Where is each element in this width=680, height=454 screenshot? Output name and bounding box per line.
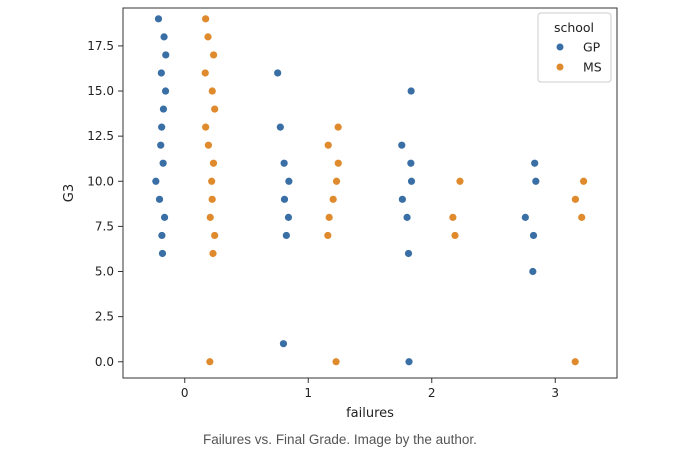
point-ms <box>208 195 216 203</box>
point-ms <box>451 231 459 240</box>
point-gp <box>155 195 164 203</box>
legend-label-gp: GP <box>583 40 601 55</box>
point-ms <box>211 105 219 113</box>
x-tick-label: 0 <box>181 386 189 400</box>
point-ms <box>334 123 342 131</box>
point-ms <box>204 33 212 41</box>
legend: school GP MS <box>537 12 612 83</box>
point-ms <box>571 358 579 366</box>
point-ms <box>206 213 214 221</box>
legend-marker-ms <box>556 63 564 71</box>
point-ms <box>210 51 218 59</box>
point-ms <box>332 177 341 185</box>
y-tick-label: 10.0 <box>87 174 114 188</box>
point-ms <box>578 213 586 221</box>
point-ms <box>209 159 218 167</box>
y-tick-label: 15.0 <box>87 84 114 98</box>
point-gp <box>407 159 415 167</box>
point-ms <box>209 249 217 258</box>
point-ms <box>325 213 333 221</box>
point-ms <box>334 159 342 167</box>
point-gp <box>159 159 167 167</box>
point-gp <box>403 213 411 221</box>
point-ms <box>324 141 332 149</box>
x-tick-label: 3 <box>551 386 559 400</box>
point-ms <box>456 177 464 185</box>
point-ms <box>201 69 209 77</box>
point-gp <box>407 87 415 95</box>
point-gp <box>154 15 163 23</box>
y-tick-label: 0.0 <box>95 355 114 369</box>
point-gp <box>276 123 284 131</box>
point-gp <box>407 177 416 185</box>
plot-frame <box>122 7 618 379</box>
legend-label-ms: MS <box>583 60 602 75</box>
y-tick-label: 12.5 <box>87 129 114 143</box>
x-tick-label: 1 <box>304 386 312 400</box>
point-ms <box>324 231 332 240</box>
point-gp <box>529 231 538 240</box>
legend-box <box>537 12 612 83</box>
strip-chart: 0 1 2 3 0.0 2.5 5.0 7.5 10.0 12.5 15.0 17.5 failur… <box>62 7 618 420</box>
point-gp <box>531 159 539 167</box>
point-ms <box>211 231 219 240</box>
y-tick-label: 7.5 <box>95 219 114 233</box>
point-ms <box>329 195 337 203</box>
point-gp <box>282 231 290 240</box>
point-ms <box>208 177 216 185</box>
point-gp <box>152 177 160 185</box>
point-gp <box>398 141 406 149</box>
data-points <box>152 15 588 366</box>
point-gp <box>285 177 293 185</box>
point-gp <box>280 159 288 167</box>
point-gp <box>158 231 166 240</box>
point-gp <box>158 123 166 131</box>
figure-caption: Failures vs. Final Grade. Image by the a… <box>203 432 477 447</box>
point-ms <box>204 141 213 149</box>
y-tick-label: 17.5 <box>87 39 114 53</box>
point-gp <box>529 267 537 276</box>
legend-title: school <box>554 20 594 35</box>
point-ms <box>332 358 340 366</box>
legend-marker-gp <box>556 43 564 51</box>
point-gp <box>280 195 289 203</box>
x-tick-label: 2 <box>428 386 436 400</box>
point-ms <box>449 213 457 221</box>
point-gp <box>279 340 288 348</box>
point-gp <box>159 105 168 113</box>
point-gp <box>157 69 165 77</box>
point-gp <box>521 213 529 221</box>
point-ms <box>580 177 588 185</box>
point-ms <box>571 195 580 203</box>
point-gp <box>162 51 170 59</box>
point-gp <box>274 69 282 77</box>
y-axis: 0.0 2.5 5.0 7.5 10.0 12.5 15.0 17.5 <box>87 39 123 369</box>
point-gp <box>158 249 167 258</box>
point-ms <box>202 123 210 131</box>
point-ms <box>206 358 214 366</box>
y-tick-label: 2.5 <box>95 310 114 324</box>
point-gp <box>157 141 165 149</box>
y-axis-label: G3 <box>62 184 77 202</box>
point-ms <box>208 87 216 95</box>
y-tick-label: 5.0 <box>95 265 114 279</box>
point-gp <box>398 195 406 203</box>
point-gp <box>404 249 413 258</box>
point-gp <box>532 177 540 185</box>
point-gp <box>160 33 168 41</box>
point-gp <box>161 87 170 95</box>
x-axis: 0 1 2 3 <box>181 378 559 400</box>
point-gp <box>160 213 169 221</box>
point-gp <box>405 358 413 366</box>
point-gp <box>284 213 293 221</box>
point-ms <box>202 15 210 23</box>
x-axis-label: failures <box>346 406 394 420</box>
